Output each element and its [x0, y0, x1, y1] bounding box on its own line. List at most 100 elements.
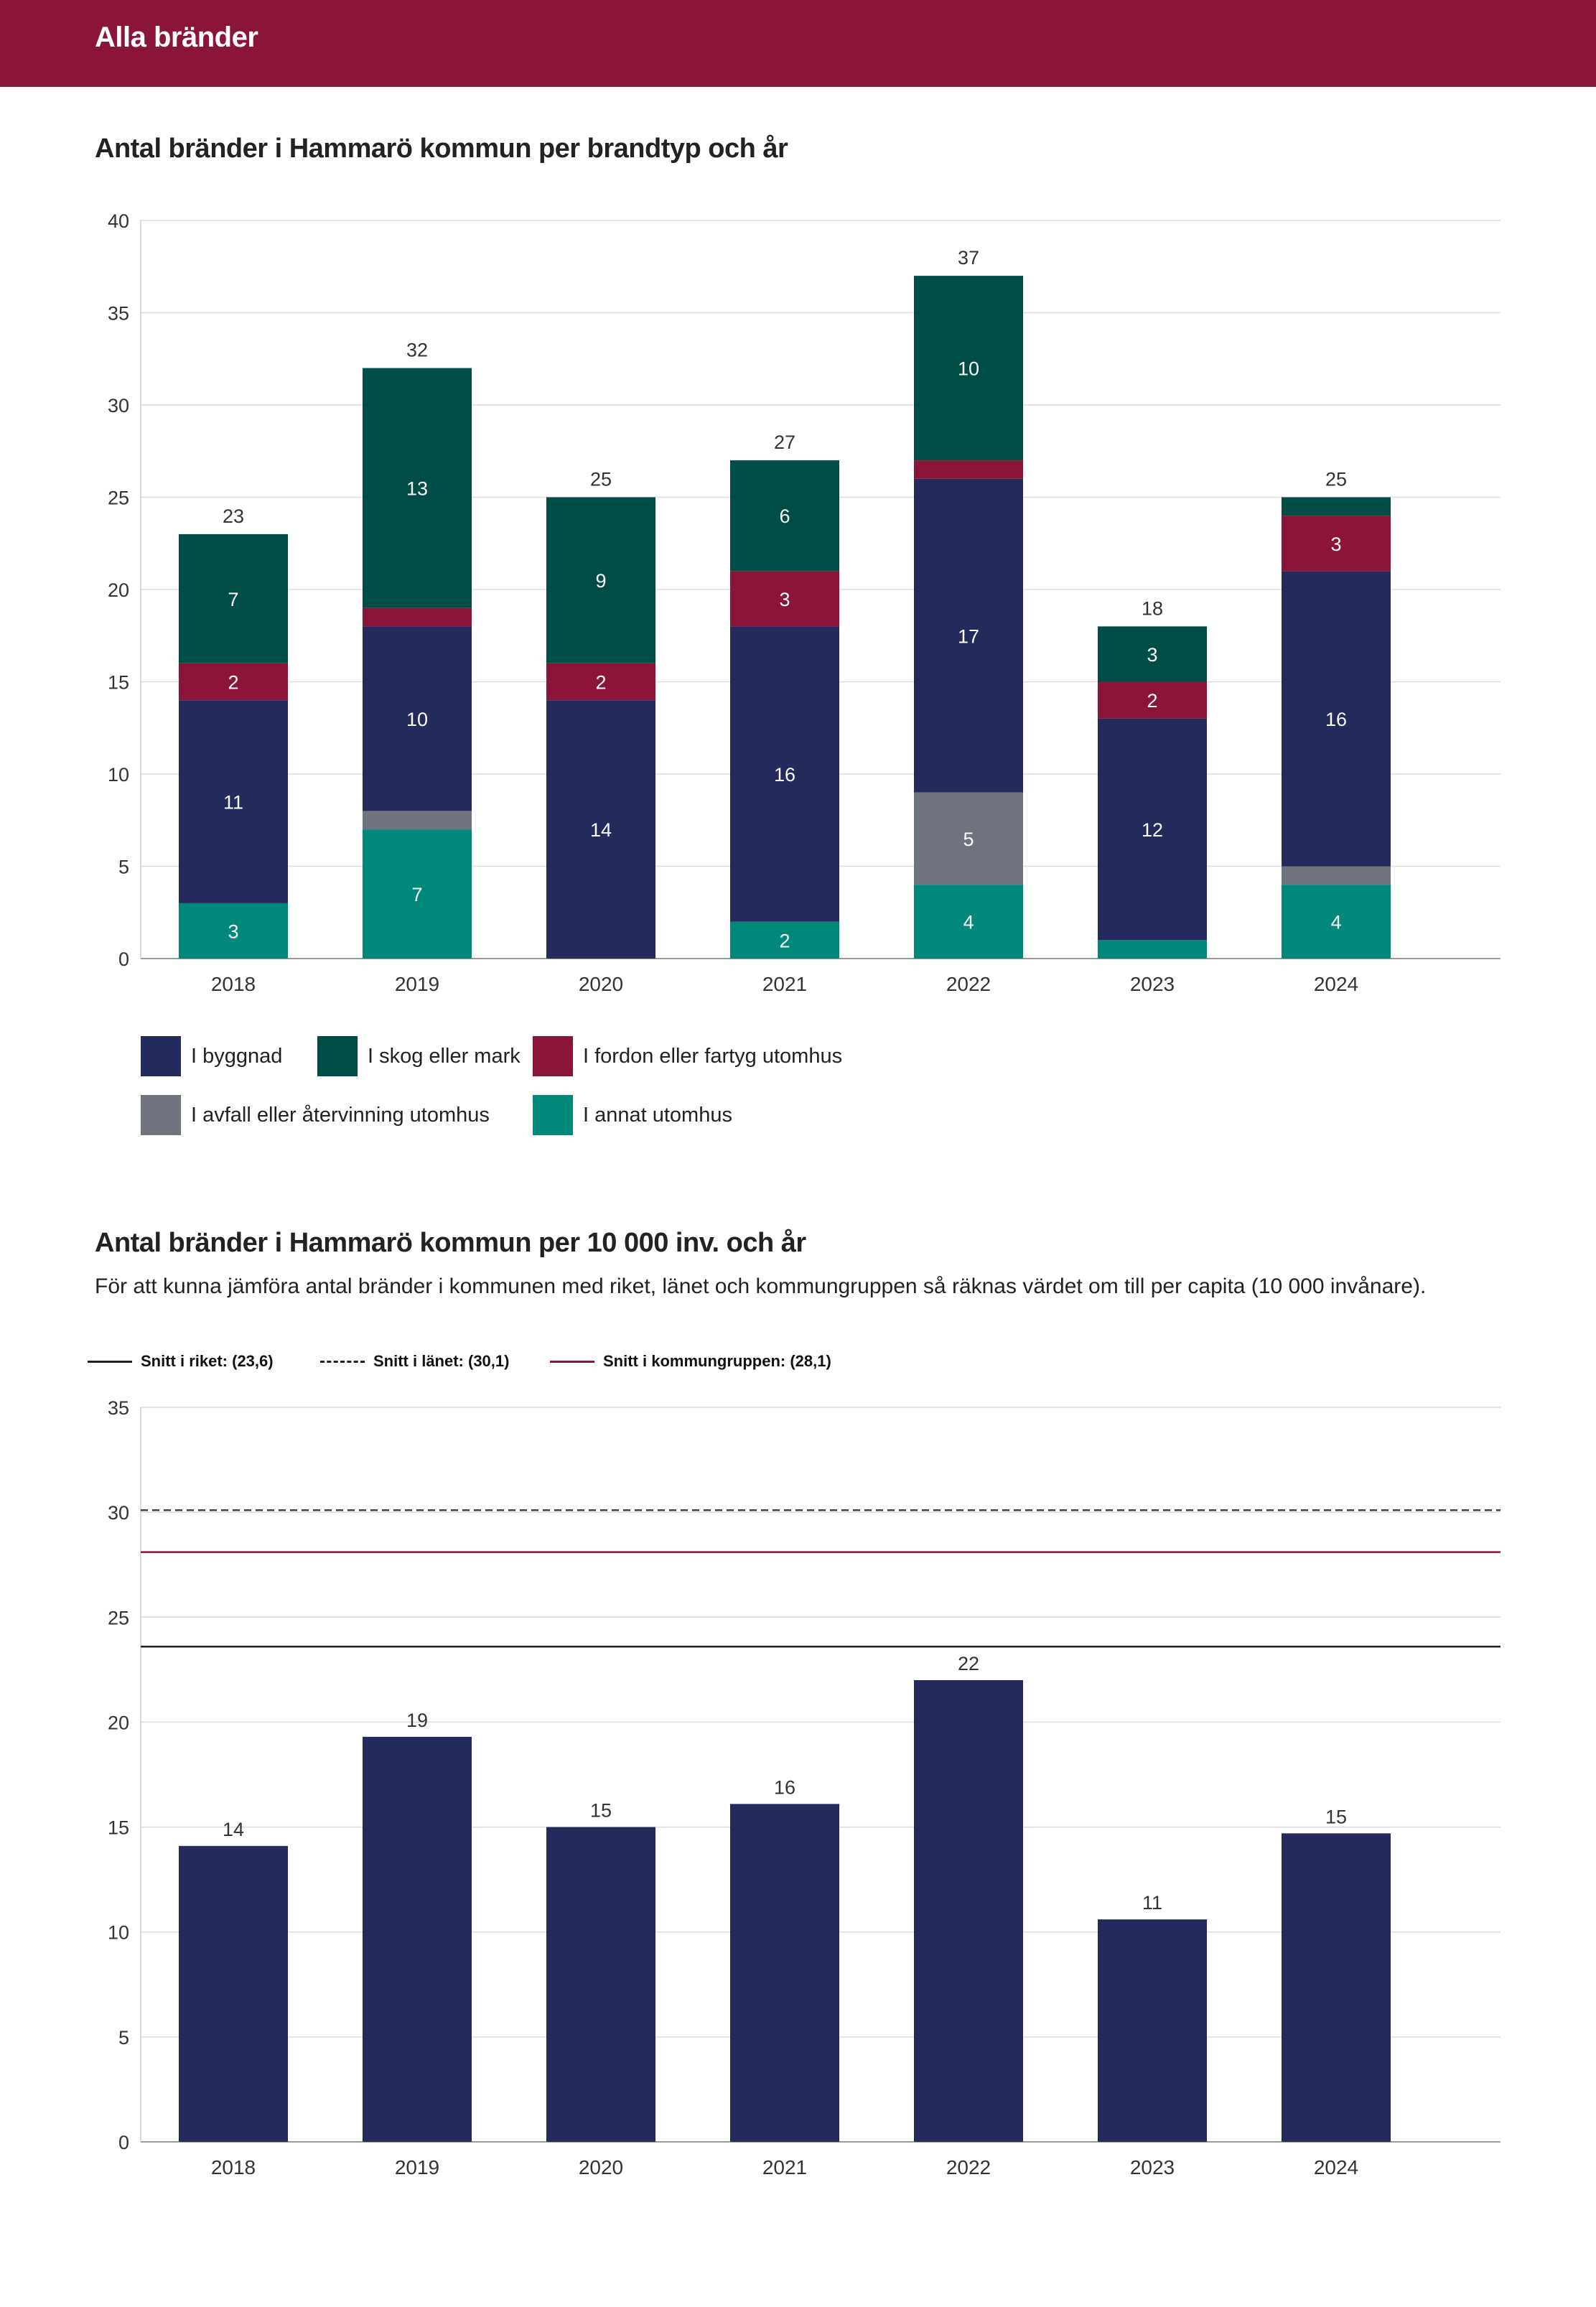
line-legend-lanet: Snitt i länet: (30,1) [320, 1352, 509, 1371]
per-capita-bar-2023 [1098, 1919, 1207, 2142]
bar-segment-annat-2019 [363, 829, 472, 959]
bar-segment-skog-2019 [363, 368, 472, 608]
chart1-ytick-30: 30 [108, 395, 129, 416]
line-legend-riket: Snitt i riket: (23,6) [88, 1352, 274, 1371]
bar-segment-byggnad-2021 [730, 626, 839, 922]
chart1-ytick-15: 15 [108, 672, 129, 694]
segment-label-skog-2023: 3 [1147, 644, 1157, 666]
header-title: Alla bränder [95, 22, 258, 53]
line-sample-kommungrupp [550, 1360, 594, 1363]
segment-label-annat-2024: 4 [1330, 912, 1341, 933]
line-sample-riket [88, 1360, 132, 1363]
legend-item-fordon: I fordon eller fartyg utomhus [533, 1036, 842, 1076]
chart2-xtick-2018: 2018 [211, 2156, 256, 2178]
bar-segment-skog-2020 [546, 497, 655, 663]
segment-label-fordon-2018: 2 [228, 672, 238, 694]
chart2-xtick-2019: 2019 [395, 2156, 439, 2178]
chart2-title: Antal bränder i Hammarö kommun per 10 00… [95, 1228, 806, 1258]
chart1-ytick-0: 0 [118, 949, 129, 970]
chart2-description: För att kunna jämföra antal bränder i ko… [95, 1274, 1427, 1298]
bar-segment-annat-2022 [914, 885, 1023, 959]
line-legend-label-riket: Snitt i riket: (23,6) [141, 1352, 274, 1370]
line-legend-kommungrupp: Snitt i kommungruppen: (28,1) [550, 1352, 831, 1371]
legend-item-skog: I skog eller mark [317, 1036, 521, 1076]
segment-label-skog-2020: 9 [595, 570, 606, 592]
chart1-ytick-40: 40 [108, 210, 129, 232]
stacked-bar-chart: 0510152025303540311272320187101332201914… [108, 210, 1501, 995]
chart1-xtick-2024: 2024 [1314, 973, 1358, 995]
bar-segment-skog-2018 [179, 533, 288, 663]
legend-item-avfall: I avfall eller återvinning utomhus [141, 1095, 490, 1135]
legend-swatch-annat [533, 1095, 573, 1135]
per-capita-label-2019: 19 [406, 1710, 428, 1731]
per-capita-label-2023: 11 [1142, 1892, 1162, 1914]
segment-label-byggnad-2021: 16 [774, 764, 795, 786]
legend-swatch-byggnad [141, 1036, 181, 1076]
per-capita-bar-2020 [546, 1827, 655, 2142]
total-label-2021: 27 [774, 432, 795, 453]
segment-label-fordon-2024: 3 [1330, 533, 1341, 555]
per-capita-label-2021: 16 [774, 1776, 795, 1798]
chart2-ytick-0: 0 [118, 2132, 129, 2153]
line-sample-lanet [320, 1360, 365, 1363]
total-label-2024: 25 [1325, 469, 1347, 490]
segment-label-byggnad-2019: 10 [406, 709, 428, 730]
per-capita-label-2024: 15 [1325, 1806, 1347, 1827]
bar-segment-avfall-2019 [363, 811, 472, 830]
bar-segment-byggnad-2023 [1098, 718, 1207, 941]
bar-segment-fordon-2019 [363, 607, 472, 627]
chart1-ytick-25: 25 [108, 488, 129, 509]
chart1-title: Antal bränder i Hammarö kommun per brand… [95, 134, 788, 164]
chart1-xtick-2021: 2021 [762, 973, 807, 995]
segment-label-annat-2021: 2 [779, 930, 790, 951]
bar-segment-avfall-2022 [914, 792, 1023, 885]
segment-label-annat-2019: 7 [411, 884, 422, 905]
line-legend-label-kommungrupp: Snitt i kommungruppen: (28,1) [603, 1352, 831, 1370]
per-capita-label-2022: 22 [958, 1653, 979, 1674]
chart1-xtick-2023: 2023 [1130, 973, 1175, 995]
bar-segment-byggnad-2018 [179, 700, 288, 903]
bar-segment-fordon-2022 [914, 460, 1023, 479]
chart2-xtick-2022: 2022 [946, 2156, 991, 2178]
chart2-ytick-5: 5 [118, 2027, 129, 2049]
header-bar [0, 0, 1596, 87]
per-capita-bar-2022 [914, 1679, 1023, 2142]
segment-label-byggnad-2020: 14 [590, 819, 612, 841]
segment-label-avfall-2022: 5 [963, 829, 974, 850]
per-capita-label-2020: 15 [590, 1800, 612, 1822]
segment-label-annat-2018: 3 [228, 921, 238, 942]
bar-segment-annat-2018 [179, 903, 288, 959]
legend-swatch-avfall [141, 1095, 181, 1135]
total-label-2020: 25 [590, 469, 612, 490]
bar-segment-avfall-2024 [1282, 866, 1391, 885]
chart2-xtick-2020: 2020 [579, 2156, 623, 2178]
segment-label-fordon-2020: 2 [595, 672, 606, 694]
legend-item-byggnad: I byggnad [141, 1036, 282, 1076]
legend-swatch-fordon [533, 1036, 573, 1076]
bar-segment-annat-2024 [1282, 885, 1391, 959]
chart1-ytick-10: 10 [108, 764, 129, 786]
legend-label-annat: I annat utomhus [583, 1103, 732, 1127]
chart1-xtick-2022: 2022 [946, 973, 991, 995]
chart1-ytick-5: 5 [118, 857, 129, 878]
per-capita-bar-2021 [730, 1804, 839, 2142]
total-label-2022: 37 [958, 247, 979, 269]
legend-label-byggnad: I byggnad [191, 1044, 283, 1068]
legend-label-skog: I skog eller mark [368, 1044, 521, 1068]
bar-segment-skog-2023 [1098, 626, 1207, 682]
legend-label-avfall: I avfall eller återvinning utomhus [191, 1103, 490, 1127]
chart2-xtick-2024: 2024 [1314, 2156, 1358, 2178]
bar-segment-byggnad-2024 [1282, 571, 1391, 867]
chart1-xtick-2018: 2018 [211, 973, 256, 995]
bar-segment-fordon-2020 [546, 663, 655, 701]
bar-segment-skog-2022 [914, 276, 1023, 461]
bar-segment-annat-2023 [1098, 940, 1207, 959]
segment-label-fordon-2023: 2 [1147, 690, 1157, 712]
bar-segment-annat-2021 [730, 921, 839, 959]
chart2-ytick-25: 25 [108, 1607, 129, 1628]
legend-item-annat: I annat utomhus [533, 1095, 732, 1135]
legend-label-fordon: I fordon eller fartyg utomhus [583, 1044, 843, 1068]
segment-label-fordon-2021: 3 [779, 589, 790, 610]
segment-label-skog-2019: 13 [406, 478, 428, 500]
per-capita-bar-2024 [1282, 1833, 1391, 2142]
